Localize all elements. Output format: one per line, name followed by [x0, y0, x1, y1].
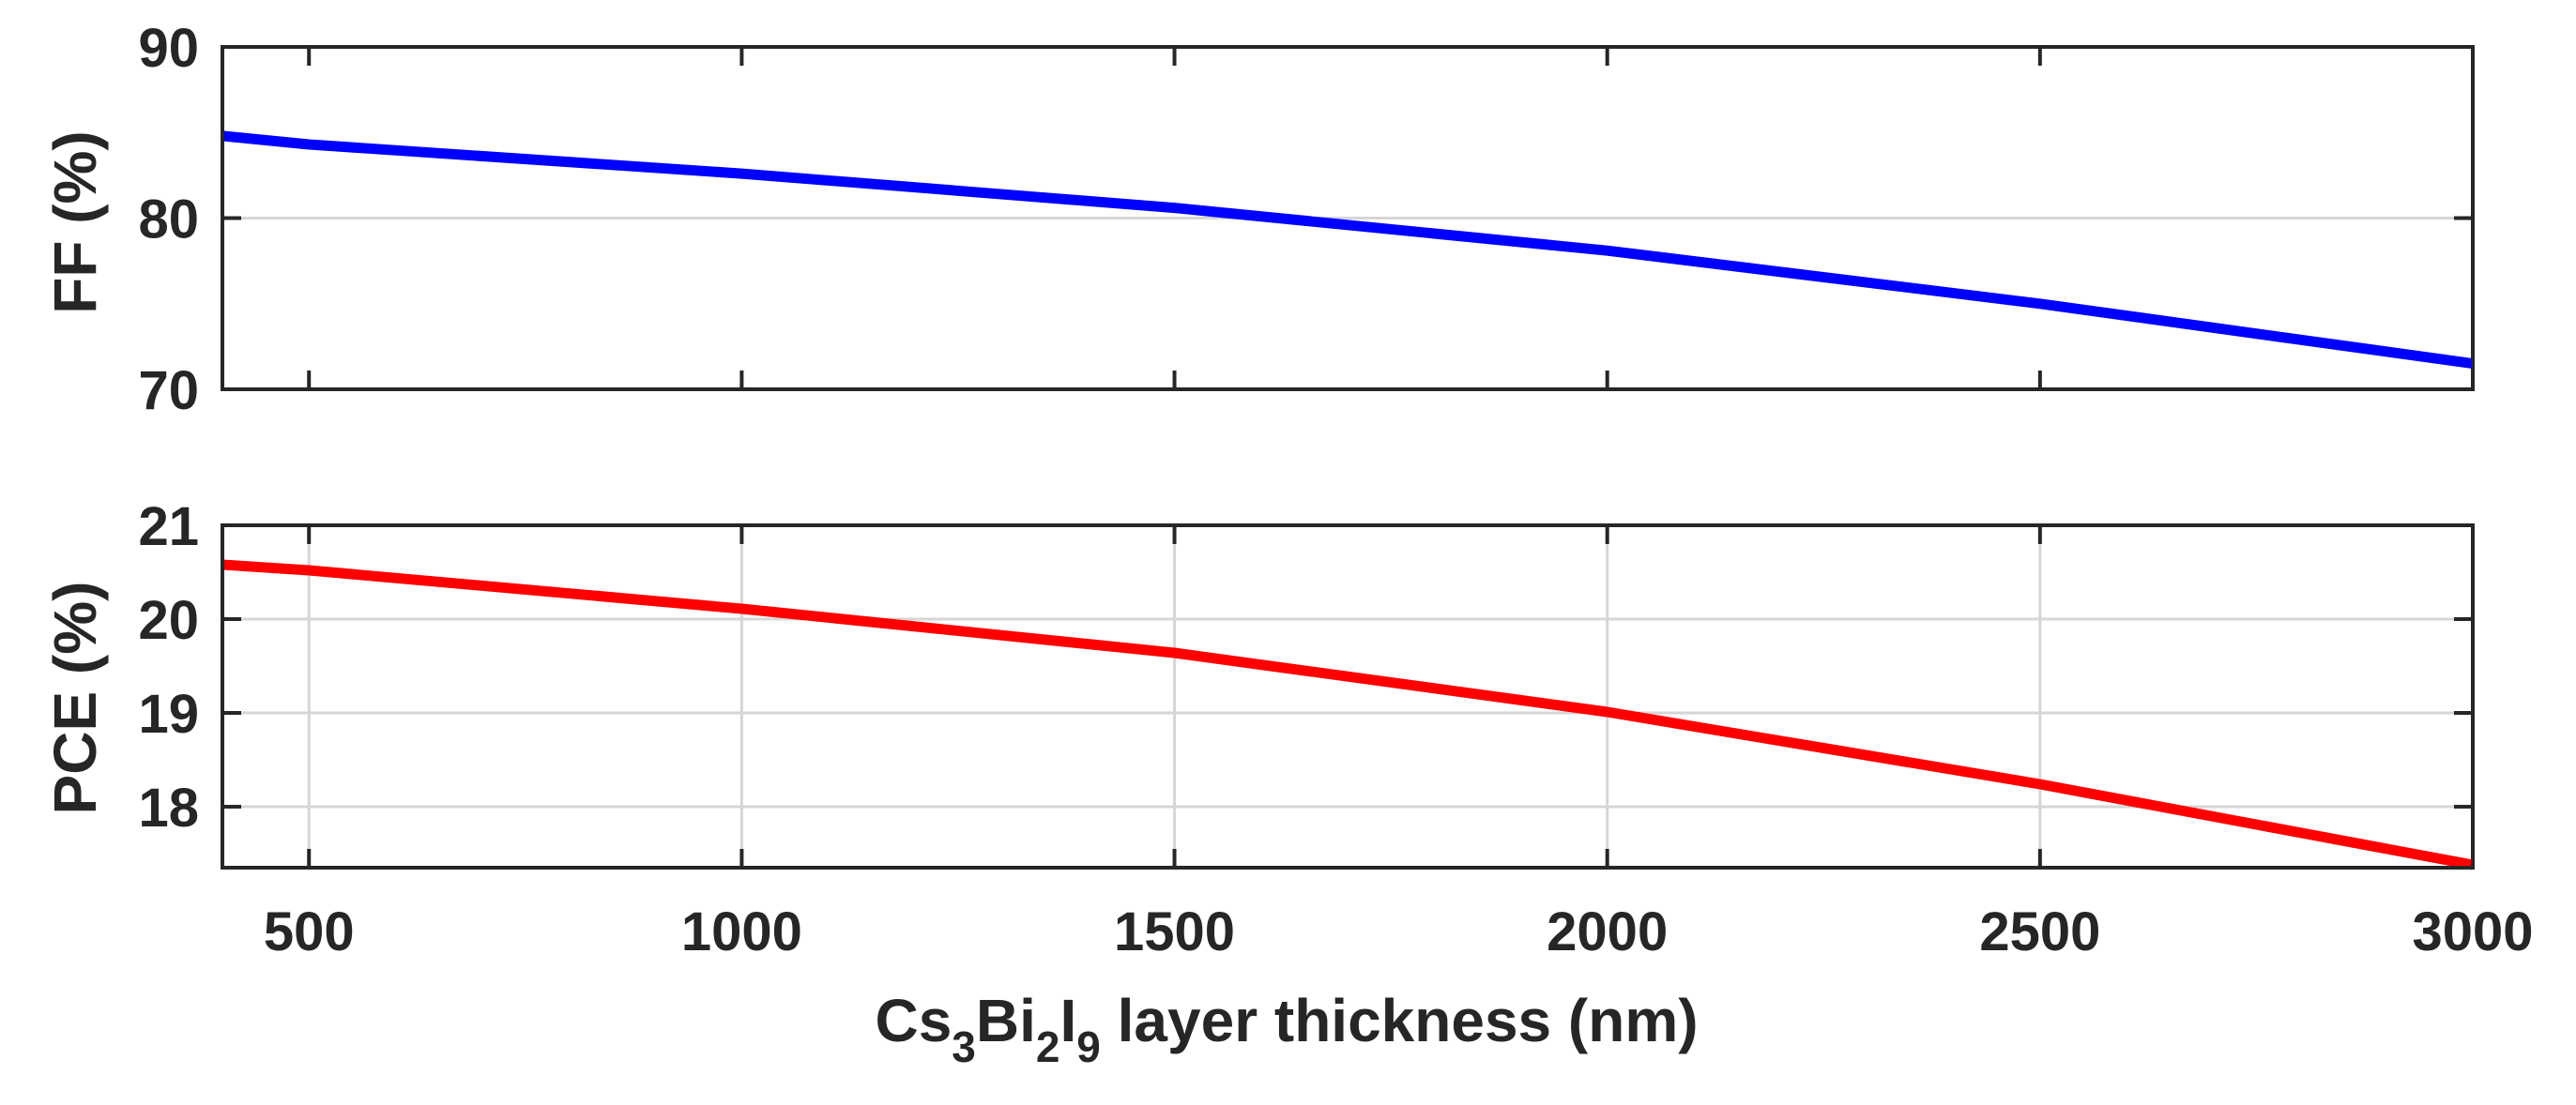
- x-axis-label-subscript: 2: [1036, 1022, 1060, 1071]
- pce-ytick-label: 21: [138, 496, 199, 557]
- pce-axes-box: [221, 523, 2475, 870]
- pce-grid: [222, 525, 2473, 868]
- xtick-label: 2500: [1979, 901, 2100, 962]
- pce-ytick-label: 18: [138, 778, 199, 839]
- xtick-label: 2000: [1547, 901, 1668, 962]
- pce-ytick-label: 19: [138, 684, 199, 745]
- x-axis-label: Cs3Bi2I9 layer thickness (nm): [875, 987, 1698, 1071]
- pce-series: [221, 559, 2475, 870]
- ff-ytick-label: 90: [138, 18, 199, 79]
- x-axis-label-subscript: 3: [952, 1022, 976, 1071]
- x-axis-label-part: Bi: [976, 987, 1036, 1054]
- xtick-label: 500: [264, 901, 355, 962]
- ff-ytick-label: 80: [138, 189, 199, 250]
- x-axis-label-part: I: [1059, 987, 1076, 1054]
- pce-panel: 18 19 20 21 500 1000 1500 2000 2500 3000 PCE (%): [41, 496, 2534, 962]
- ff-tick-labels: 70 80 90: [138, 18, 199, 421]
- pce-ytick-label: 20: [138, 590, 199, 651]
- pce-y-axis-label: PCE (%): [41, 582, 109, 815]
- ff-y-axis-label: FF (%): [41, 130, 109, 314]
- xtick-label: 1500: [1114, 901, 1235, 962]
- ff-ticks: [222, 45, 2475, 391]
- pce-tick-labels: 18 19 20 21 500 1000 1500 2000 2500 3000: [138, 496, 2533, 962]
- xtick-label: 1000: [681, 901, 802, 962]
- ff-series: [221, 130, 2474, 370]
- pce-line: [221, 559, 2475, 870]
- x-axis-label-part: layer thickness (nm): [1101, 987, 1699, 1054]
- pce-ticks: [222, 523, 2475, 868]
- ff-panel: 70 80 90 FF (%): [41, 18, 2475, 421]
- ff-line: [221, 130, 2474, 370]
- xtick-label: 3000: [2412, 901, 2533, 962]
- x-axis-label-part: Cs: [875, 987, 952, 1054]
- ff-ytick-label: 70: [138, 360, 199, 421]
- x-axis-label-subscript: 9: [1076, 1022, 1101, 1071]
